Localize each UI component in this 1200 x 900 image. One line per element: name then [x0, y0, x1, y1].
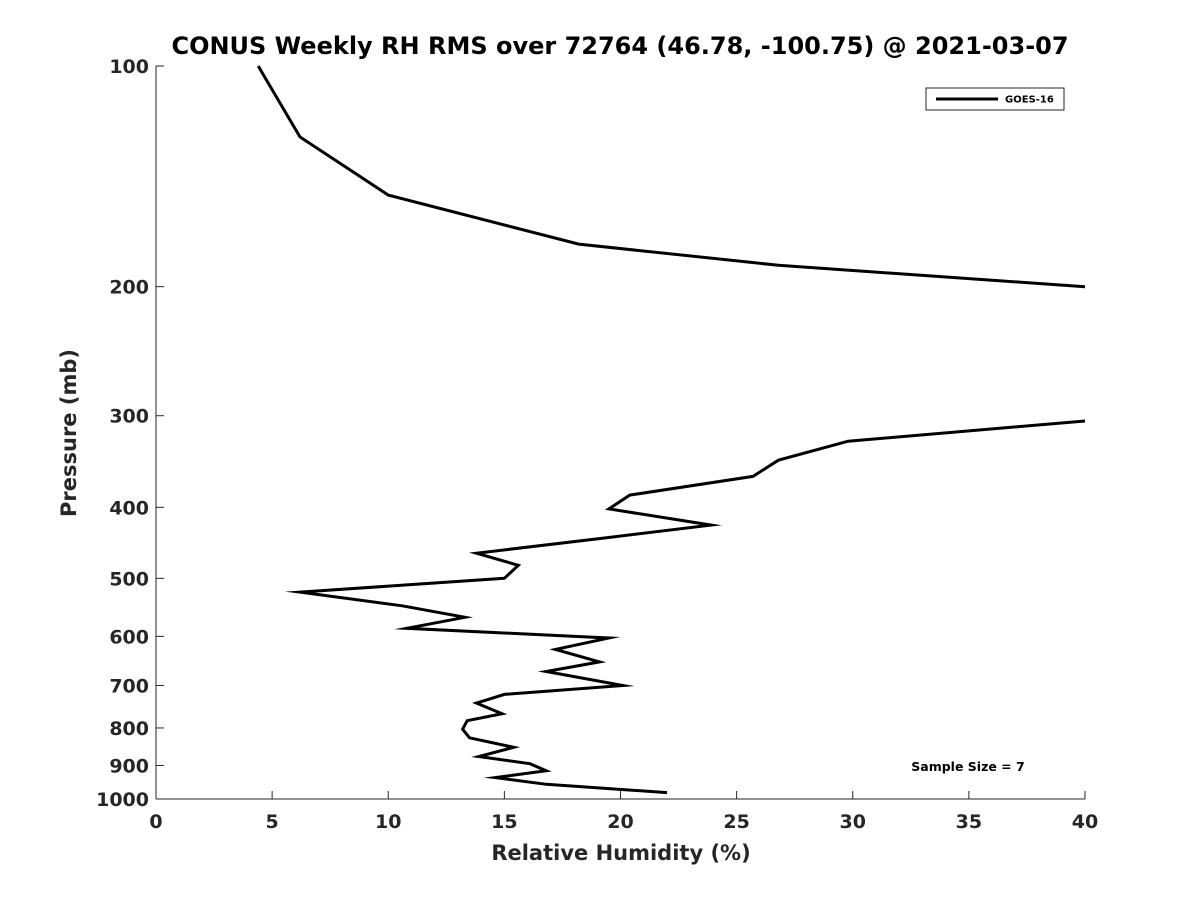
x-tick-label: 10 [375, 811, 401, 833]
axes: 0 5 10 15 20 25 30 35 40 100 200 300 400 500 600 700 800… [96, 56, 1098, 833]
x-tick-label: 15 [491, 811, 517, 833]
x-axis-label: Relative Humidity (%) [491, 841, 750, 865]
x-tick-label: 20 [607, 811, 633, 833]
y-tick-label: 100 [109, 56, 149, 78]
y-tick-label: 300 [109, 406, 149, 428]
x-tick-label: 5 [266, 811, 279, 833]
x-tick-label: 35 [956, 811, 982, 833]
y-tick-label: 500 [109, 568, 149, 590]
series-line-segment [256, 65, 1086, 289]
legend: GOES-16 [925, 87, 1065, 111]
y-tick-label: 400 [109, 497, 149, 519]
y-tick-label: 1000 [96, 789, 149, 811]
series-layer [256, 65, 1086, 795]
y-tick-label: 200 [109, 277, 149, 299]
series-line-segment [285, 419, 1086, 795]
sample-size-annotation: Sample Size = 7 [911, 759, 1024, 774]
x-tick-label: 40 [1072, 811, 1098, 833]
y-axis-label: Pressure (mb) [57, 349, 81, 517]
y-tick-label: 800 [109, 718, 149, 740]
y-tick-label: 700 [109, 675, 149, 697]
y-tick-label: 900 [109, 755, 149, 777]
x-tick-label: 0 [149, 811, 162, 833]
y-tick-label: 600 [109, 626, 149, 648]
legend-label: GOES-16 [1005, 95, 1054, 106]
chart-title: CONUS Weekly RH RMS over 72764 (46.78, -… [171, 32, 1068, 60]
x-tick-label: 25 [723, 811, 749, 833]
x-tick-label: 30 [840, 811, 866, 833]
